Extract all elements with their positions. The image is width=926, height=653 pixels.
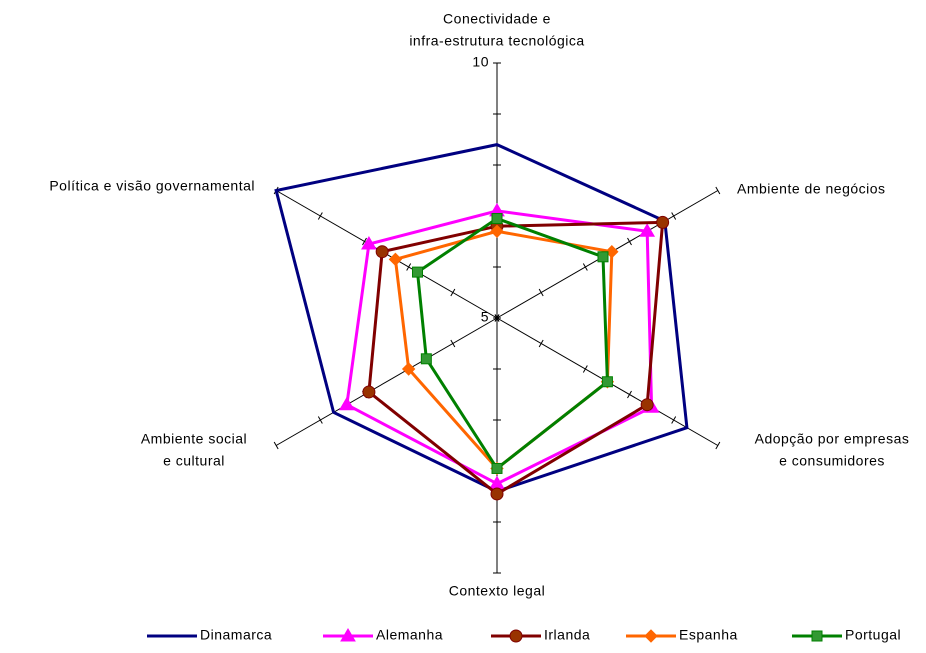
marker <box>656 215 670 229</box>
r-tick-label: 10 <box>472 54 489 70</box>
category-label: e consumidores <box>779 453 885 469</box>
legend-label: Dinamarca <box>200 627 272 643</box>
category-label: Conectividade e <box>443 11 551 27</box>
marker <box>644 629 658 643</box>
tick-mark <box>671 212 677 220</box>
tick-mark <box>627 237 632 246</box>
category-label: Ambiente de negócios <box>737 181 886 197</box>
marker <box>375 245 389 259</box>
category-label: Adopção por empresas <box>755 431 910 447</box>
legend-label: Portugal <box>845 627 901 643</box>
marker <box>338 396 355 411</box>
marker <box>490 487 504 501</box>
marker <box>640 398 654 412</box>
marker <box>401 362 416 376</box>
category-label: Contexto legal <box>449 583 546 599</box>
legend-label: Alemanha <box>376 627 443 643</box>
tick-mark <box>317 416 323 424</box>
marker <box>601 376 613 388</box>
tick-mark <box>538 339 544 348</box>
legend-label: Irlanda <box>544 627 590 643</box>
tick-mark <box>273 441 279 450</box>
tick-mark <box>317 212 323 220</box>
marker <box>597 251 609 263</box>
category-label: e cultural <box>163 453 225 469</box>
marker <box>411 266 423 278</box>
marker <box>491 462 503 474</box>
marker <box>491 213 503 225</box>
tick-mark <box>406 263 412 271</box>
marker <box>362 385 376 399</box>
series-line <box>415 216 609 471</box>
tick-mark <box>627 390 632 399</box>
category-label: Política e visão governamental <box>49 178 255 194</box>
tick-mark <box>450 339 456 348</box>
tick-mark <box>715 441 721 450</box>
marker <box>388 252 403 267</box>
tick-mark <box>671 416 677 424</box>
marker <box>340 628 356 642</box>
tick-mark <box>582 365 588 373</box>
marker <box>509 629 523 643</box>
marker <box>605 244 619 259</box>
marker <box>420 353 432 365</box>
tick-mark <box>582 263 588 271</box>
legend-label: Espanha <box>679 627 738 643</box>
tick-mark <box>494 314 500 322</box>
marker <box>639 223 656 237</box>
r-tick-label: 5 <box>481 309 489 325</box>
tick-mark <box>538 288 544 297</box>
marker <box>490 224 504 239</box>
axis-line <box>275 317 498 446</box>
marker <box>361 236 377 250</box>
marker <box>811 630 823 642</box>
category-label: Ambiente social <box>141 431 247 447</box>
tick-mark <box>450 288 456 297</box>
category-label: infra-estrutura tecnológica <box>409 33 584 49</box>
tick-mark <box>715 186 721 195</box>
tick-mark <box>362 237 367 246</box>
